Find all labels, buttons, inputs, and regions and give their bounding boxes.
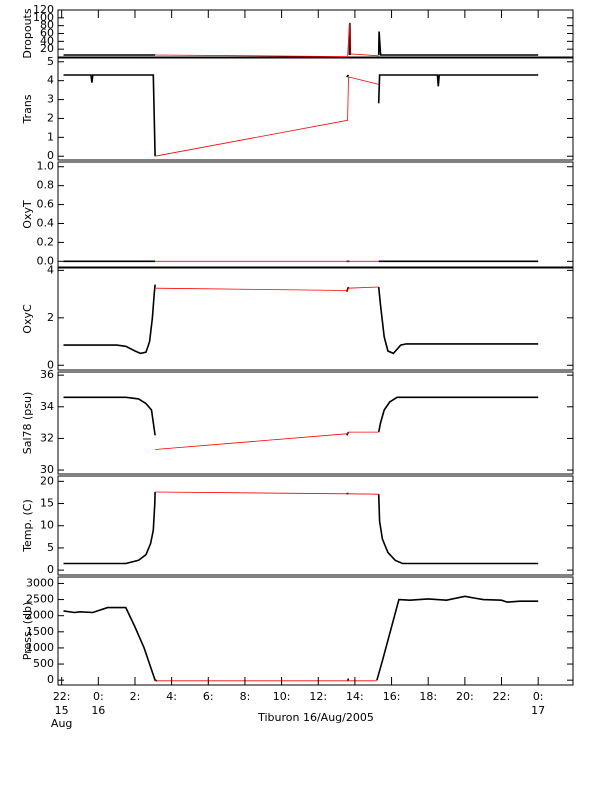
data-line xyxy=(155,22,379,58)
y-tick-label: 20 xyxy=(40,42,54,55)
panel-frame xyxy=(57,267,574,371)
y-tick-label: 20 xyxy=(40,474,54,487)
data-line xyxy=(155,491,379,495)
x-date-label: Aug xyxy=(51,717,72,730)
x-tick-label: 20: xyxy=(456,690,474,703)
y-tick-label: 120 xyxy=(33,3,54,16)
y-tick-label: 10 xyxy=(40,519,54,532)
x-tick-label: 16: xyxy=(383,690,401,703)
y-tick-label: 1.0 xyxy=(37,160,55,173)
data-line xyxy=(63,491,539,565)
y-axis-label: Sal78 (psu) xyxy=(21,392,34,455)
y-tick-label: 100 xyxy=(33,11,54,24)
panel-frame xyxy=(57,161,574,268)
x-tick-label: 22: xyxy=(53,690,71,703)
y-tick-label: 0.0 xyxy=(37,254,55,267)
y-tick-label: 5 xyxy=(47,55,54,68)
y-tick-label: 0 xyxy=(47,149,54,162)
data-line xyxy=(63,396,539,436)
data-line xyxy=(155,76,379,157)
y-tick-label: 0.6 xyxy=(37,198,55,211)
y-tick-label: 15 xyxy=(40,497,54,510)
y-tick-label: 30 xyxy=(40,463,54,476)
x-tick-label: 14: xyxy=(346,690,364,703)
y-tick-label: 2500 xyxy=(26,593,54,606)
y-tick-label: 2 xyxy=(47,311,54,324)
data-line xyxy=(155,286,379,291)
y-tick-label: 32 xyxy=(40,431,54,444)
x-tick-label: 22: xyxy=(493,690,511,703)
y-axis-label: OxyC xyxy=(21,304,34,334)
y-tick-label: 40 xyxy=(40,34,54,47)
x-tick-label: 2: xyxy=(130,690,141,703)
y-tick-label: 2000 xyxy=(26,609,54,622)
y-tick-label: 36 xyxy=(40,368,54,381)
x-tick-label: 0: xyxy=(533,690,544,703)
y-tick-label: 60 xyxy=(40,27,54,40)
x-date-label: 17 xyxy=(531,704,545,717)
x-axis-label: Tiburon 16/Aug/2005 xyxy=(257,711,374,724)
panel-frame xyxy=(57,475,574,576)
data-line xyxy=(63,284,539,355)
y-tick-label: 2 xyxy=(47,111,54,124)
y-axis-label: Trans xyxy=(21,94,34,124)
x-tick-label: 6: xyxy=(203,690,214,703)
y-tick-label: 1500 xyxy=(26,625,54,638)
y-tick-label: 1 xyxy=(47,130,54,143)
y-tick-label: 4 xyxy=(47,74,54,87)
x-tick-label: 10: xyxy=(273,690,291,703)
x-tick-label: 18: xyxy=(419,690,437,703)
y-tick-label: 0 xyxy=(47,358,54,371)
y-axis-label: Dropouts xyxy=(21,8,34,58)
y-axis-label: OxyT xyxy=(21,200,34,229)
x-tick-label: 4: xyxy=(166,690,177,703)
x-tick-label: 0: xyxy=(93,690,104,703)
y-tick-label: 80 xyxy=(40,19,54,32)
y-tick-label: 4 xyxy=(47,263,54,276)
y-tick-label: 3000 xyxy=(26,576,54,589)
y-tick-label: 5 xyxy=(47,541,54,554)
y-tick-label: 500 xyxy=(33,657,54,670)
y-tick-label: 0.8 xyxy=(37,179,55,192)
y-tick-label: 0.2 xyxy=(37,235,55,248)
y-tick-label: 0.4 xyxy=(37,216,55,229)
y-axis-label: Temp. (C) xyxy=(21,499,34,553)
panel-frame xyxy=(57,57,574,161)
x-tick-label: 8: xyxy=(240,690,251,703)
y-tick-label: 3 xyxy=(47,93,54,106)
panel-frame xyxy=(57,576,574,686)
y-tick-label: 1000 xyxy=(26,641,54,654)
data-line xyxy=(63,74,539,157)
y-tick-label: 34 xyxy=(40,400,54,413)
y-tick-label: 0 xyxy=(47,673,54,686)
data-line xyxy=(63,22,539,56)
data-line xyxy=(155,431,379,450)
panel-frame xyxy=(57,371,574,475)
y-tick-label: 0 xyxy=(47,563,54,576)
x-date-label: 15 xyxy=(55,704,69,717)
data-line xyxy=(63,595,539,682)
y-axis-label: Press. (db) xyxy=(21,602,34,661)
x-date-label: 16 xyxy=(91,704,105,717)
x-tick-label: 12: xyxy=(309,690,327,703)
